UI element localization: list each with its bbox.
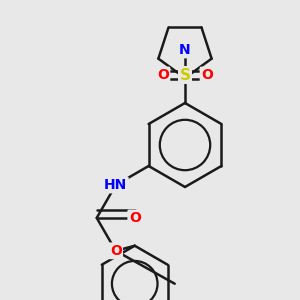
Text: O: O: [129, 211, 141, 225]
Text: O: O: [110, 244, 122, 258]
Text: HN: HN: [104, 178, 127, 192]
Text: S: S: [179, 68, 191, 82]
Text: O: O: [201, 68, 213, 82]
Text: N: N: [179, 43, 191, 57]
Text: O: O: [157, 68, 169, 82]
